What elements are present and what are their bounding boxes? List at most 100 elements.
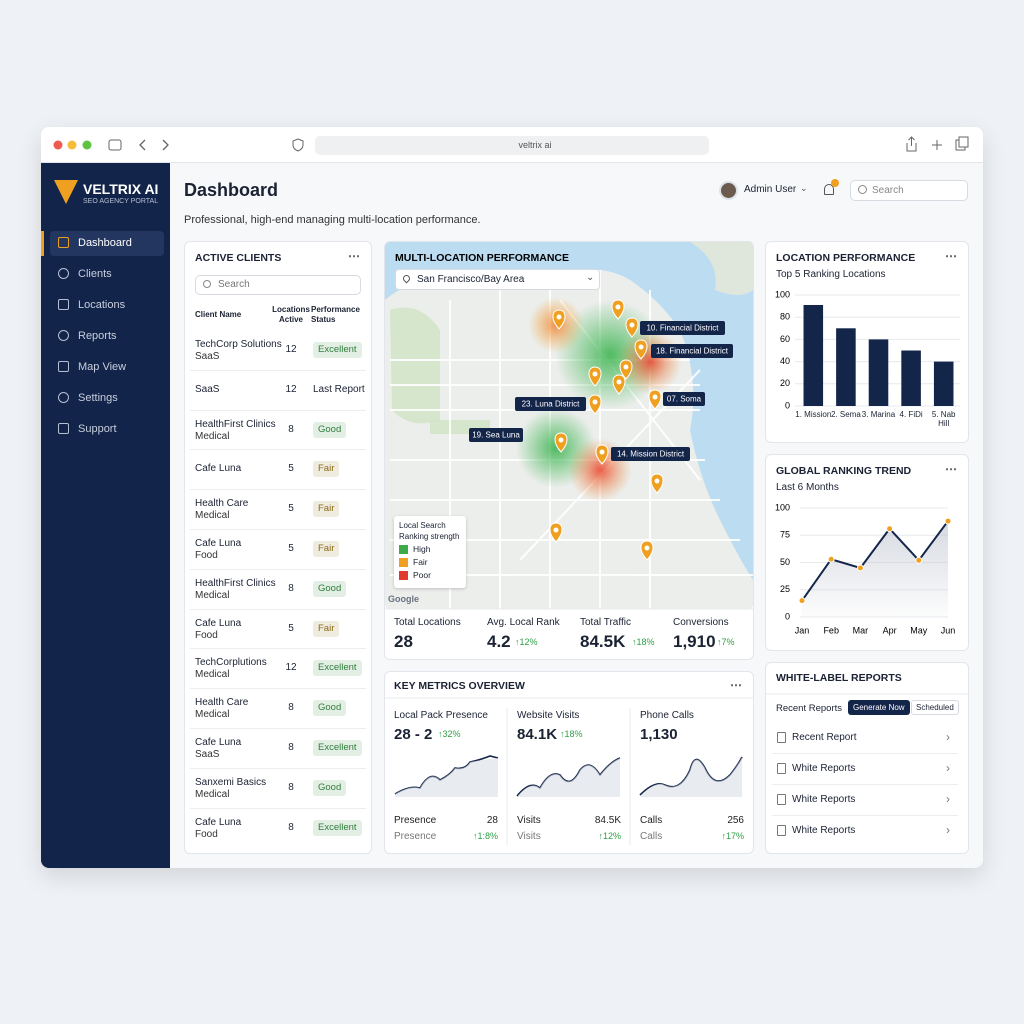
tagline: SEO AGENCY PORTAL xyxy=(83,198,159,205)
row-divider xyxy=(190,608,366,610)
x-tick-label: Feb xyxy=(823,625,839,635)
area-caret: ⌄ xyxy=(586,272,595,283)
status-pill: Fair xyxy=(313,620,340,637)
client-name[interactable]: Cafe Luna xyxy=(195,617,242,629)
clients-search[interactable] xyxy=(195,275,361,295)
client-name[interactable]: Cafe Luna xyxy=(195,538,242,549)
row-divider xyxy=(190,489,366,491)
nav-item[interactable]: Locations xyxy=(78,299,126,311)
nav-item[interactable]: Clients xyxy=(78,268,112,280)
metric-row-label: Presence xyxy=(394,831,437,842)
stat-change: ↑7% xyxy=(717,637,735,647)
card-title: WHITE-LABEL REPORTS xyxy=(776,672,902,684)
nav-icon xyxy=(58,268,69,279)
tab-active[interactable]: Generate Now xyxy=(848,700,910,715)
y-tick-label: 100 xyxy=(775,289,790,299)
y-tick-label: 0 xyxy=(785,400,790,410)
tab[interactable]: Recent Reports xyxy=(776,703,843,714)
y-tick-label: 20 xyxy=(780,378,790,388)
map-pin-dot xyxy=(638,344,644,350)
status-pill: Fair xyxy=(313,541,340,557)
search-box[interactable] xyxy=(850,180,968,201)
map-pin-dot xyxy=(592,371,598,377)
status-pill: Fair xyxy=(313,501,340,518)
more-menu[interactable]: ⋯ xyxy=(348,249,361,263)
client-name[interactable]: HealthFirst Clinics xyxy=(195,577,276,589)
metric-row-label: Visits xyxy=(517,815,541,826)
row-divider xyxy=(190,449,366,451)
client-name[interactable]: Health Care xyxy=(195,697,249,709)
client-name[interactable]: TechCorp Solutions xyxy=(195,339,282,350)
report-item[interactable]: Recent Report xyxy=(792,732,857,743)
nav-item[interactable]: Support xyxy=(78,423,117,435)
more-menu[interactable]: ⋯ xyxy=(945,462,958,476)
x-tick-label: Mar xyxy=(853,625,869,635)
map-pin-dot xyxy=(599,449,605,455)
map-pin-dot xyxy=(556,314,562,320)
status-text: Last Report xyxy=(313,383,365,395)
brand: VELTRIX AI xyxy=(83,181,159,197)
map-label-bg xyxy=(515,397,586,411)
client-category: SaaS xyxy=(195,351,220,362)
client-locations: 8 xyxy=(288,582,294,594)
metric-row-label: Calls xyxy=(640,831,663,842)
nav-item[interactable]: Dashboard xyxy=(78,237,132,249)
more-menu[interactable]: ⋯ xyxy=(730,678,743,692)
client-category: Food xyxy=(195,550,218,561)
chart-title: LOCATION PERFORMANCE xyxy=(776,252,916,264)
nav-item[interactable]: Settings xyxy=(78,392,118,404)
client-name[interactable]: SaaS xyxy=(195,383,220,395)
card-title: KEY METRICS OVERVIEW xyxy=(394,680,525,692)
location-performance-card xyxy=(765,241,969,443)
report-item[interactable]: White Reports xyxy=(792,794,856,805)
x-tick-label: Jan xyxy=(795,625,810,635)
client-name[interactable]: TechCorplutions xyxy=(195,657,267,669)
marker xyxy=(827,555,835,563)
x-tick-label: Apr xyxy=(883,625,897,635)
client-name[interactable]: Health Care xyxy=(195,498,249,510)
client-name[interactable]: Sanxemi Basics xyxy=(195,776,267,788)
stat-value: 84.5K xyxy=(580,632,626,651)
map-pin-dot xyxy=(615,304,621,310)
map-pin-dot xyxy=(558,437,564,443)
y-tick-label: 25 xyxy=(780,584,790,594)
map-label-bg xyxy=(640,321,725,335)
client-locations: 8 xyxy=(288,742,294,753)
map-label: 07. Soma xyxy=(667,395,702,404)
chevron: › xyxy=(946,761,950,775)
client-name[interactable]: Cafe Luna xyxy=(195,463,242,475)
client-name[interactable]: Cafe Luna xyxy=(195,737,242,748)
nav-item[interactable]: Map View xyxy=(78,361,127,373)
card-title: ACTIVE CLIENTS xyxy=(195,252,282,264)
client-locations: 12 xyxy=(285,383,297,395)
legend-label: Fair xyxy=(413,557,428,567)
more-menu[interactable]: ⋯ xyxy=(945,249,958,263)
client-category: Food xyxy=(195,629,218,641)
report-item[interactable]: White Reports xyxy=(792,763,856,774)
tab[interactable]: Scheduled xyxy=(911,700,959,715)
client-name[interactable]: Cafe Luna xyxy=(195,816,242,828)
legend-label: High xyxy=(413,544,431,554)
nav-icon xyxy=(58,423,69,434)
row-divider xyxy=(190,688,366,690)
metric-row-label: Presence xyxy=(394,815,437,826)
map-pin-dot xyxy=(623,364,629,370)
client-category: Food xyxy=(195,828,218,840)
search-icon xyxy=(858,185,867,194)
report-item[interactable]: White Reports xyxy=(792,825,856,836)
nav-item[interactable]: Reports xyxy=(78,330,117,342)
user-name[interactable]: Admin User xyxy=(744,184,797,195)
y-tick-label: 60 xyxy=(780,334,790,344)
status-pill: Good xyxy=(313,779,347,796)
stat-label: Avg. Local Rank xyxy=(487,617,560,628)
area-select[interactable] xyxy=(395,269,600,290)
chart-subtitle: Last 6 Months xyxy=(776,482,839,493)
client-category: Medical xyxy=(195,510,230,522)
stat-label: Total Locations xyxy=(394,617,461,628)
page-title: Dashboard xyxy=(184,180,279,200)
client-name[interactable]: HealthFirst Clinics xyxy=(195,418,276,430)
nav-icon xyxy=(58,392,69,403)
clients-card xyxy=(184,241,372,854)
x-tick-label: 2. Sema xyxy=(830,410,861,419)
